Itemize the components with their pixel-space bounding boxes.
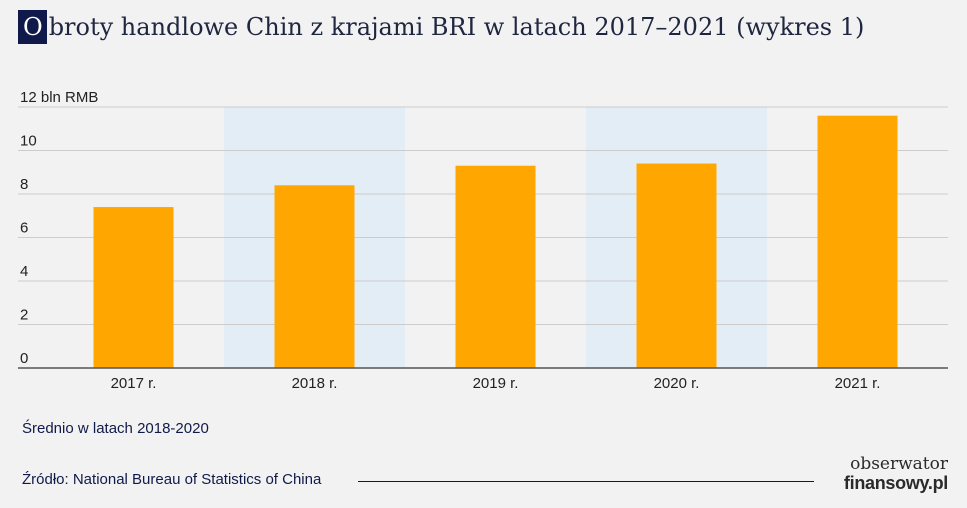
x-tick-label-2018r: 2018 r.	[292, 375, 338, 392]
x-tick-label-2017r: 2017 r.	[111, 375, 157, 392]
bar-2018r	[274, 185, 355, 368]
y-tick-label-4: 4	[20, 263, 28, 280]
y-tick-label-0: 0	[20, 350, 28, 367]
bar-2020r	[636, 163, 717, 368]
x-tick-label-2020r: 2020 r.	[654, 375, 700, 392]
y-tick-label-6: 6	[20, 220, 28, 237]
bar-chart: 0 2 4 6 8 10 12 bln RMB 2017 r. 2018 r. 2019 r. 20…	[18, 89, 948, 392]
bar-2021r	[817, 115, 898, 368]
source-divider	[358, 481, 814, 482]
bar-2019r	[455, 165, 536, 368]
y-tick-label-8: 8	[20, 176, 28, 193]
x-tick-label-2021r: 2021 r.	[835, 375, 881, 392]
y-tick-label-12: 12 bln RMB	[20, 89, 98, 106]
logo-line2: finansowy.pl	[843, 473, 948, 493]
source-note: Źródło: National Bureau of Statistics of…	[22, 471, 322, 488]
logo: obserwator finansowy.pl	[830, 455, 948, 493]
average-note: Średnio w latach 2018-2020	[22, 420, 209, 437]
bar-2017r	[93, 207, 174, 368]
x-tick-label-2019r: 2019 r.	[473, 375, 519, 392]
logo-line1: obserwator	[850, 454, 948, 474]
y-tick-label-10: 10	[20, 133, 37, 150]
title-text: broty handlowe Chin z krajami BRI w lata…	[48, 13, 865, 41]
y-tick-label-2: 2	[20, 307, 28, 324]
title-initial: O	[18, 10, 47, 44]
